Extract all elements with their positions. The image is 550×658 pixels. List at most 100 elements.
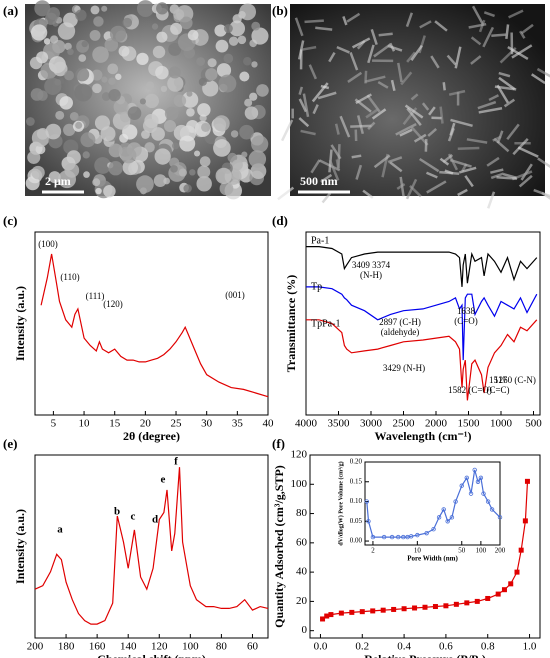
rod [364, 75, 386, 83]
x-tick-label: 1.0 [523, 641, 537, 653]
rod [321, 192, 332, 204]
particle [108, 161, 123, 176]
particle [31, 129, 50, 147]
particle [43, 38, 51, 45]
particle [94, 157, 112, 174]
series-line [40, 253, 269, 398]
rod [308, 64, 318, 80]
particle [179, 16, 193, 30]
point [401, 606, 407, 612]
rod [346, 12, 361, 23]
x-tick-label: 5 [51, 418, 57, 430]
rod [459, 166, 477, 174]
rod [311, 82, 329, 103]
tem-image [277, 4, 550, 209]
x-tick-label: 200 [495, 547, 506, 555]
rod [457, 188, 468, 197]
rod [496, 175, 518, 180]
particle [241, 151, 248, 158]
rod [389, 161, 403, 173]
rod [448, 89, 466, 96]
rod [404, 104, 424, 119]
rod [302, 93, 310, 118]
x-tick-label: 0.0 [314, 641, 328, 653]
annotation: (C=C) [486, 385, 509, 395]
rod [396, 182, 406, 190]
particle [142, 118, 158, 134]
particle [207, 58, 217, 68]
x-tick-label: 50 [458, 547, 466, 555]
y-axis-label: Intensity (a.u.) [13, 509, 27, 584]
annotation: (C=O) [454, 316, 478, 326]
particle [89, 29, 101, 41]
rod [387, 156, 403, 164]
rod [367, 44, 375, 64]
rod [518, 174, 533, 188]
x-axis-label: Wavelength (cm⁻¹) [375, 429, 472, 443]
particle [80, 132, 96, 148]
rod [280, 119, 294, 142]
rod [447, 127, 455, 142]
point [449, 515, 455, 520]
annotation: (110) [60, 272, 79, 282]
annotation: d [152, 514, 158, 526]
rod [520, 163, 533, 181]
particle [168, 66, 181, 79]
particle [199, 156, 211, 167]
particle [144, 142, 155, 153]
point [468, 491, 474, 496]
particle [155, 65, 169, 80]
rod [427, 128, 438, 137]
particle [92, 83, 102, 94]
particle [75, 67, 90, 82]
rod [410, 44, 423, 61]
panel-label: (f) [272, 436, 285, 451]
scale-bar-label: 2 μm [45, 174, 71, 188]
rod [490, 168, 504, 174]
rod [533, 188, 550, 198]
particle [27, 150, 41, 164]
particle [118, 45, 130, 57]
particle [196, 57, 206, 66]
rod [350, 124, 372, 128]
rod [310, 159, 321, 174]
particle [215, 167, 232, 184]
x-tick-label: 30 [201, 418, 213, 430]
particle [197, 165, 211, 179]
plot-frame [34, 231, 269, 416]
y-tick-label: 0 [302, 624, 308, 636]
particle [193, 150, 201, 157]
particle [256, 84, 269, 97]
particle [115, 73, 122, 80]
rod [478, 107, 503, 114]
rod [387, 44, 403, 52]
y-tick-label: 120 [291, 449, 308, 461]
particle [218, 74, 237, 93]
rod [328, 52, 336, 63]
x-tick-label: 2500 [393, 418, 416, 430]
point [495, 591, 501, 597]
x-tick-label: 25 [171, 418, 183, 430]
particle [244, 106, 259, 120]
point [481, 491, 486, 496]
particle [153, 174, 167, 188]
y-tick-label: 0.15 [350, 477, 363, 485]
rod [277, 186, 295, 201]
x-tick-label: 160 [89, 641, 106, 653]
y-tick-label: 0.10 [350, 497, 363, 505]
point [518, 547, 524, 553]
annotation: b [114, 506, 120, 518]
x-tick-label: 140 [120, 641, 137, 653]
point [501, 587, 507, 593]
particle [49, 35, 59, 44]
y-axis-label: Intensity (a.u.) [13, 286, 27, 361]
annotation: c [131, 511, 136, 523]
y-tick-label: 0.00 [350, 537, 363, 545]
x-tick-label: 0.8 [481, 641, 495, 653]
rod [470, 36, 482, 46]
particle [92, 178, 101, 187]
y-tick-label: 100 [291, 478, 308, 490]
point [328, 612, 334, 618]
particle [168, 42, 182, 56]
point [422, 604, 428, 610]
